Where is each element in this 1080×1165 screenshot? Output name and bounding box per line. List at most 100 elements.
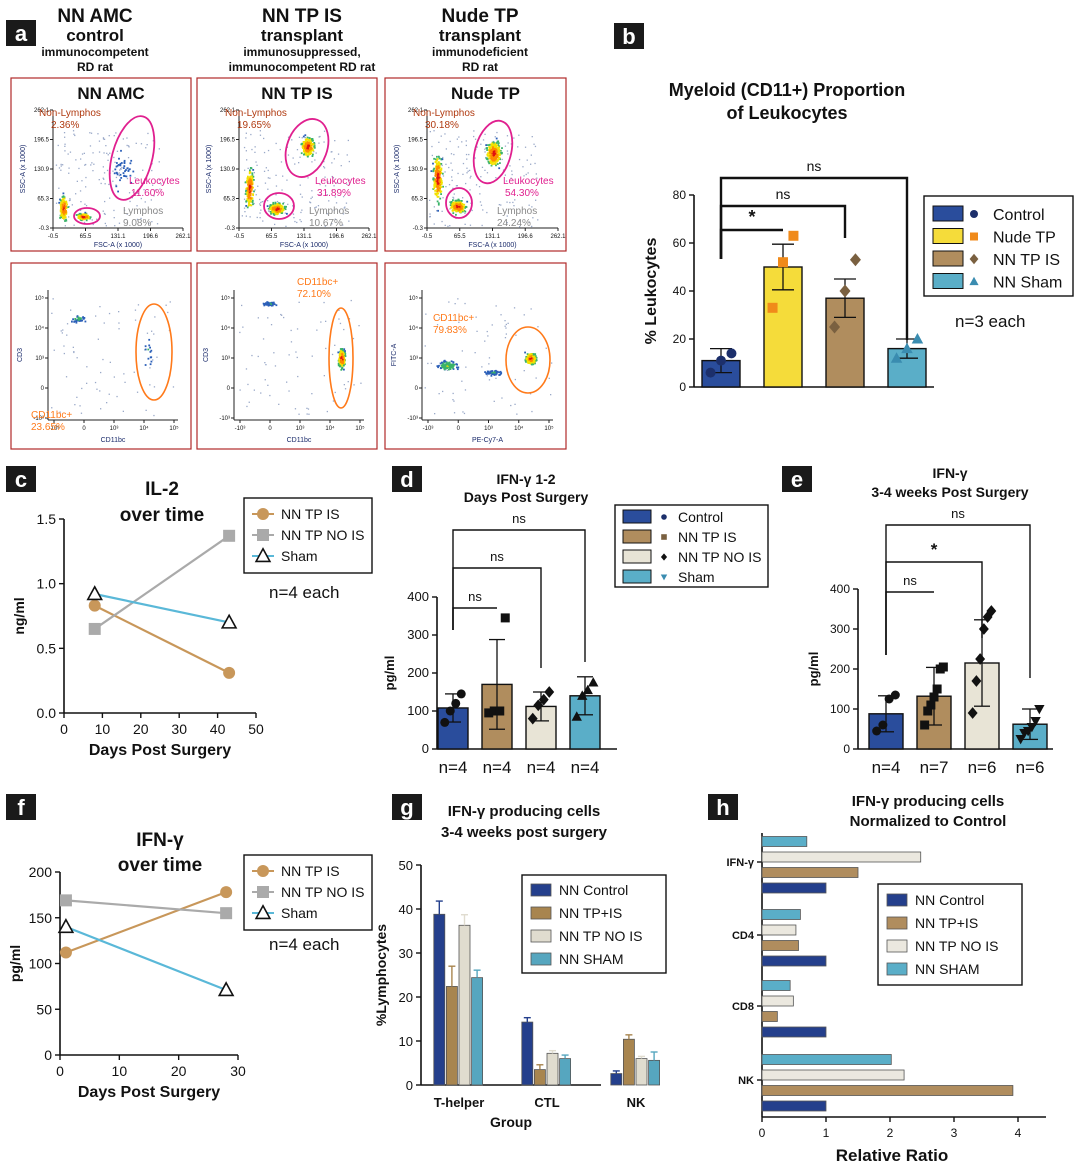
flow-event <box>281 314 283 316</box>
flow-event <box>332 400 335 402</box>
series-point <box>220 907 233 920</box>
flow-event <box>147 132 149 135</box>
flow-event <box>343 207 345 209</box>
flow-event <box>529 361 532 364</box>
legend-marker <box>660 553 668 561</box>
flow-event <box>486 154 489 157</box>
flow-event <box>81 387 83 390</box>
flow-event <box>318 136 320 138</box>
plot-title: NN TP IS <box>261 84 332 103</box>
flow-event <box>456 185 458 187</box>
flow-event <box>309 201 311 203</box>
tick-label: -0.3 <box>225 226 236 232</box>
flow-event <box>243 207 246 209</box>
flow-event <box>341 361 344 364</box>
flow-event <box>282 207 284 210</box>
series-point <box>88 622 101 635</box>
flow-event <box>481 166 484 168</box>
flow-event <box>493 156 496 159</box>
flow-event <box>444 133 446 135</box>
panel-letter-badge <box>6 20 36 46</box>
bar <box>761 836 808 847</box>
data-point <box>1034 704 1045 715</box>
flow-event <box>452 361 455 364</box>
flow-event <box>482 209 484 211</box>
flow-event <box>340 363 343 366</box>
flow-event <box>484 151 486 153</box>
flow-event <box>113 209 115 212</box>
flow-event <box>334 196 336 198</box>
data-point <box>440 717 450 727</box>
flow-event <box>298 136 301 138</box>
flow-event <box>69 198 71 200</box>
bar <box>534 1069 546 1086</box>
flow-event <box>487 144 489 146</box>
flow-event <box>247 167 249 169</box>
flow-event <box>526 359 529 362</box>
flow-event <box>464 212 466 214</box>
panel-letter-badge <box>782 466 812 492</box>
tick-label: 130.9 <box>408 167 424 173</box>
flow-event <box>126 213 128 215</box>
flow-event <box>124 170 126 173</box>
flow-event <box>269 207 271 209</box>
flow-event <box>116 162 118 164</box>
flow-event <box>307 142 310 145</box>
flow-event <box>534 353 537 355</box>
flow-event <box>260 209 262 211</box>
flow-event <box>86 366 88 368</box>
flow-event <box>342 353 345 356</box>
flow-event <box>276 207 279 209</box>
flow-event <box>277 204 280 207</box>
y-tick-label: 30 <box>399 946 413 961</box>
flow-event <box>463 203 466 206</box>
flow-event <box>59 198 61 201</box>
flow-event <box>62 195 65 198</box>
flow-event <box>156 223 159 225</box>
flow-event <box>265 167 267 169</box>
flow-event <box>440 135 442 137</box>
flow-event <box>436 176 439 178</box>
flow-event <box>278 210 281 213</box>
leukocyte-pct: 54.30% <box>505 188 539 199</box>
flow-event <box>526 353 529 355</box>
flow-event <box>250 204 253 207</box>
flow-event <box>528 221 531 223</box>
chart-title: IFN-γ <box>136 830 184 851</box>
flow-event <box>436 210 438 212</box>
flow-event <box>451 176 453 178</box>
flow-event <box>496 140 499 143</box>
flow-event <box>300 220 302 223</box>
flow-event <box>159 188 161 190</box>
flow-event <box>487 157 490 160</box>
chart-title: IFN-γ 1-2 <box>496 471 555 487</box>
flow-event <box>72 346 74 348</box>
flow-event <box>277 205 280 208</box>
flow-event <box>332 177 335 179</box>
flow-event <box>344 355 347 357</box>
flow-event <box>296 328 299 330</box>
flow-event <box>118 322 120 324</box>
flow-event <box>145 147 147 149</box>
flow-event <box>250 197 252 200</box>
flow-event <box>286 212 288 215</box>
flow-event <box>129 200 131 203</box>
y-tick-label: 400 <box>830 582 850 596</box>
flow-event <box>119 173 122 176</box>
data-point <box>451 698 461 708</box>
tick-label: 10⁴ <box>139 425 149 432</box>
flow-event <box>492 157 495 160</box>
flow-event <box>264 379 266 381</box>
flow-event <box>251 176 254 179</box>
flow-event <box>337 362 340 365</box>
data-point <box>923 706 933 716</box>
tick-label: 10⁴ <box>409 325 419 332</box>
flow-event <box>318 142 320 144</box>
flow-event <box>437 209 439 212</box>
flow-event <box>456 208 459 210</box>
bar <box>433 913 446 1086</box>
flow-event <box>256 164 258 166</box>
flow-event <box>105 145 107 147</box>
flow-event <box>467 170 469 172</box>
flow-event <box>451 204 454 206</box>
